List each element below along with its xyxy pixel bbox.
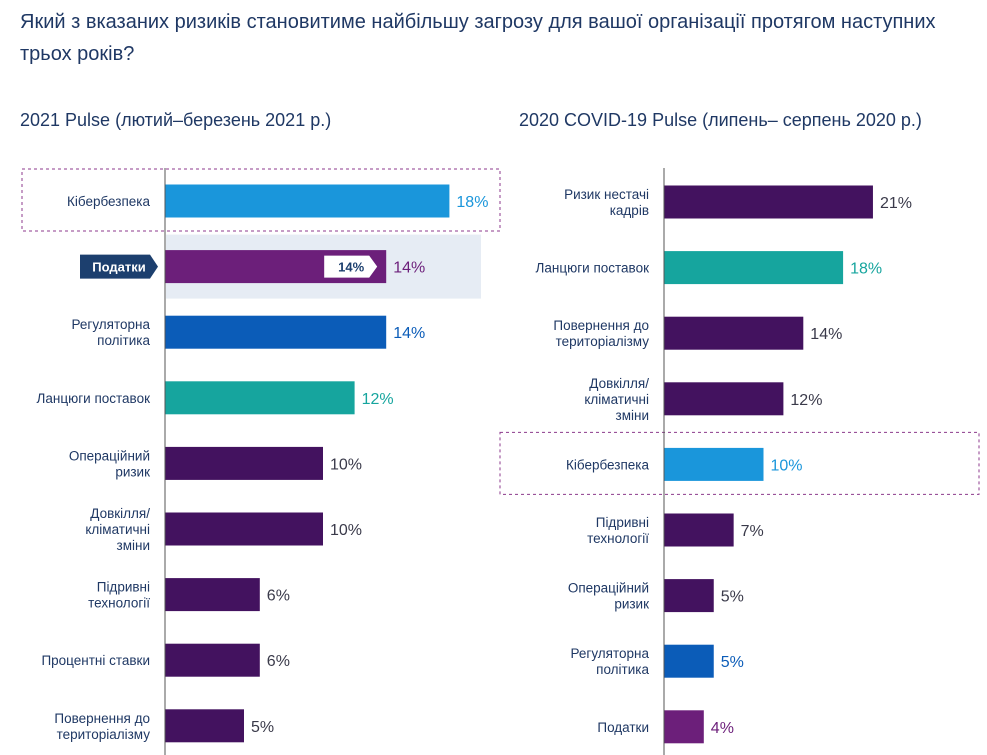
value-tooltip: 14% bbox=[324, 255, 378, 278]
panel-title-2021: 2021 Pulse (лютий–березень 2021 р.) bbox=[20, 110, 332, 130]
bar[interactable] bbox=[165, 446, 323, 480]
bar[interactable] bbox=[165, 578, 260, 612]
bar[interactable] bbox=[664, 644, 714, 678]
category-label: Операційний ризик bbox=[69, 448, 150, 479]
category-label-line: кліматичні bbox=[584, 392, 649, 407]
bar[interactable] bbox=[664, 185, 873, 219]
category-label: Повернення до територіалізму bbox=[553, 318, 649, 349]
data-label: 12% bbox=[790, 392, 822, 409]
bar[interactable] bbox=[664, 579, 714, 613]
category-label: Довкілля/кліматичні зміни bbox=[85, 506, 150, 553]
category-label-line: територіалізму bbox=[57, 727, 151, 742]
data-label: 12% bbox=[362, 391, 394, 408]
category-label-line: зміни bbox=[616, 408, 649, 423]
category-label-line: Ланцюги поставок bbox=[37, 391, 151, 406]
category-label: Повернення до територіалізму bbox=[54, 711, 150, 742]
data-label: 10% bbox=[330, 456, 362, 473]
data-label: 7% bbox=[741, 523, 764, 540]
category-label: Регуляторна політика bbox=[72, 317, 151, 348]
category-label-line: Кібербезпека bbox=[566, 457, 649, 472]
category-label-line: Довкілля/ bbox=[589, 376, 649, 391]
data-label: 6% bbox=[267, 653, 290, 670]
category-label-line: територіалізму bbox=[556, 334, 650, 349]
bar[interactable] bbox=[664, 447, 764, 481]
data-label: 5% bbox=[721, 654, 744, 671]
bar[interactable] bbox=[664, 382, 784, 416]
bar[interactable] bbox=[165, 709, 244, 743]
bar[interactable] bbox=[664, 316, 804, 350]
data-label: 18% bbox=[850, 261, 882, 278]
data-label: 10% bbox=[330, 522, 362, 539]
category-label-line: Податки bbox=[597, 720, 649, 735]
category-label: Податки bbox=[597, 720, 649, 735]
tooltip-value-text: 14% bbox=[338, 260, 364, 275]
category-label: Довкілля/кліматичні зміни bbox=[584, 376, 649, 423]
category-label-line: Ризик нестачі bbox=[564, 187, 649, 202]
category-label-line: Повернення до bbox=[553, 318, 649, 333]
category-label-line: Регуляторна bbox=[571, 646, 650, 661]
bar[interactable] bbox=[664, 251, 844, 285]
chart-question-title: Який з вказаних ризиків становитиме найб… bbox=[20, 11, 936, 65]
data-label: 18% bbox=[456, 194, 488, 211]
category-label-line: кліматичні bbox=[85, 522, 150, 537]
bar[interactable] bbox=[165, 512, 323, 546]
category-label-line: Підривні bbox=[97, 580, 150, 595]
category-label: Підривні технології bbox=[88, 580, 150, 611]
bar-chart-2021: 18%Кібербезпека14%ПодаткиПодатки14%14%Ре… bbox=[21, 168, 501, 755]
panel-title-2020: 2020 COVID-19 Pulse (липень– серпень 202… bbox=[519, 110, 922, 130]
category-label-line: зміни bbox=[117, 538, 150, 553]
category-label: Кібербезпека bbox=[566, 457, 649, 472]
tooltip-category-text: Податки bbox=[92, 260, 145, 275]
data-label: 4% bbox=[711, 720, 734, 737]
bar-chart-2020: 21% Ризик нестачі кадрів 18% Ланцюги поставо… bbox=[499, 168, 980, 755]
bar[interactable] bbox=[664, 710, 704, 744]
category-label-line: ризик bbox=[115, 464, 150, 479]
data-label: 10% bbox=[771, 457, 803, 474]
category-label: Процентні ставки bbox=[41, 653, 150, 668]
tooltip-shape bbox=[324, 255, 378, 278]
category-label-line: Повернення до bbox=[54, 711, 150, 726]
data-label: 6% bbox=[267, 588, 290, 605]
data-label: 5% bbox=[251, 719, 274, 736]
category-label: Підривні технології bbox=[587, 515, 649, 546]
category-label-line: Регуляторна bbox=[72, 317, 151, 332]
bar[interactable] bbox=[664, 513, 734, 547]
category-label: Операційний ризик bbox=[568, 581, 649, 612]
category-tooltip: Податки bbox=[80, 254, 158, 279]
data-label: 21% bbox=[880, 195, 912, 212]
data-label: 14% bbox=[810, 326, 842, 343]
data-label: 5% bbox=[721, 589, 744, 606]
category-label-line: ризик bbox=[614, 597, 649, 612]
highlight-outline bbox=[499, 431, 980, 495]
category-label-line: кадрів bbox=[610, 203, 649, 218]
data-label: 14% bbox=[393, 325, 425, 342]
category-label-line: технології bbox=[587, 531, 649, 546]
category-label-line: політика bbox=[596, 662, 649, 677]
category-label: Ланцюги поставок bbox=[536, 261, 650, 276]
category-label-line: Підривні bbox=[596, 515, 649, 530]
bar[interactable] bbox=[165, 315, 387, 349]
category-label-line: Операційний bbox=[568, 581, 649, 596]
category-label-line: Ланцюги поставок bbox=[536, 261, 650, 276]
category-label-line: Довкілля/ bbox=[90, 506, 150, 521]
category-label: Ланцюги поставок bbox=[37, 391, 151, 406]
category-label-line: технології bbox=[88, 596, 150, 611]
category-label: Кібербезпека bbox=[67, 194, 150, 209]
category-label-line: Кібербезпека bbox=[67, 194, 150, 209]
bar[interactable] bbox=[165, 381, 355, 415]
bar[interactable] bbox=[165, 643, 260, 677]
bar[interactable] bbox=[165, 184, 450, 218]
data-label: 14% bbox=[393, 260, 425, 277]
category-label: Ризик нестачі кадрів bbox=[564, 187, 649, 218]
category-label-line: Операційний bbox=[69, 448, 150, 463]
category-label-line: політика bbox=[97, 333, 150, 348]
category-label-line: Процентні ставки bbox=[41, 653, 150, 668]
category-label: Регуляторна політика bbox=[571, 646, 650, 677]
tooltip-shape bbox=[80, 254, 158, 279]
